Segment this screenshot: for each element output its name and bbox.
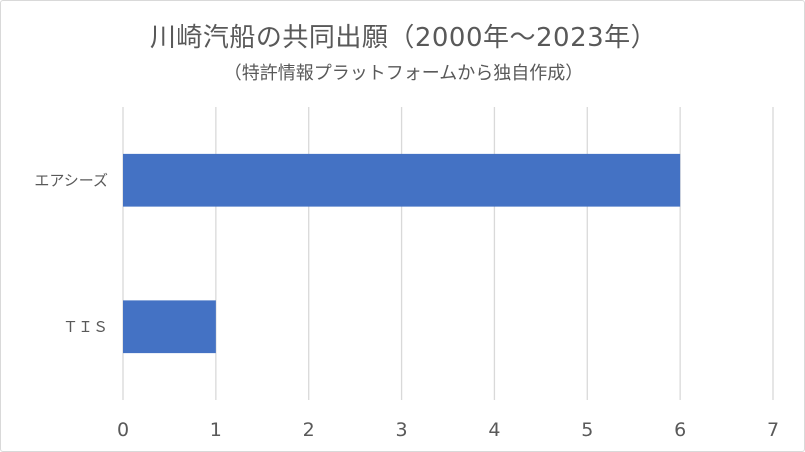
x-tick-label-4: 4	[488, 419, 500, 441]
x-axis-tick-labels: 0 1 2 3 4 5 6 7	[117, 419, 779, 441]
category-label-0: エアシーズ	[34, 171, 108, 189]
x-tick-label-5: 5	[581, 419, 593, 441]
bar-1	[123, 300, 216, 354]
y-axis-category-labels: エアシーズ ＴＩＳ	[34, 171, 108, 336]
chart-title: 川崎汽船の共同出願（2000年～2023年）	[149, 23, 658, 53]
x-tick-label-3: 3	[396, 419, 408, 441]
bar-0	[123, 153, 681, 207]
x-tick-label-1: 1	[210, 419, 222, 441]
x-tick-label-0: 0	[117, 419, 129, 441]
category-label-1: ＴＩＳ	[63, 318, 108, 336]
grid-lines	[122, 107, 774, 400]
x-tick-label-6: 6	[674, 419, 686, 441]
bars	[123, 153, 681, 354]
chart-subtitle: （特許情報プラットフォームから独自作成）	[223, 63, 584, 84]
x-tick-label-7: 7	[767, 419, 779, 441]
x-tick-label-2: 2	[303, 419, 315, 441]
